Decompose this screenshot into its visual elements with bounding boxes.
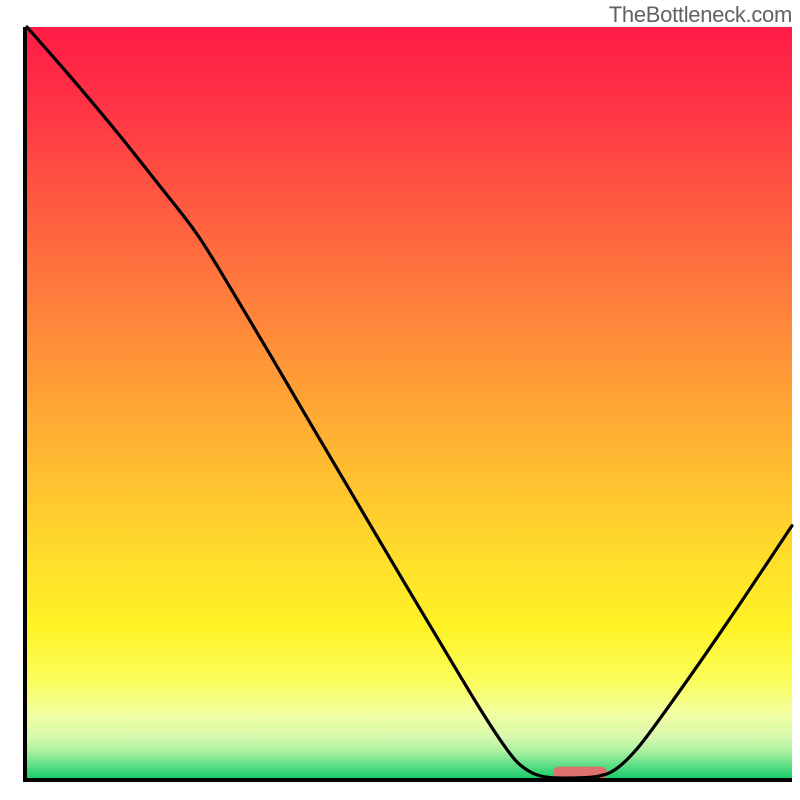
chart-frame: TheBottleneck.com	[0, 0, 800, 800]
watermark-text: TheBottleneck.com	[609, 2, 792, 28]
axes-border	[23, 27, 792, 782]
